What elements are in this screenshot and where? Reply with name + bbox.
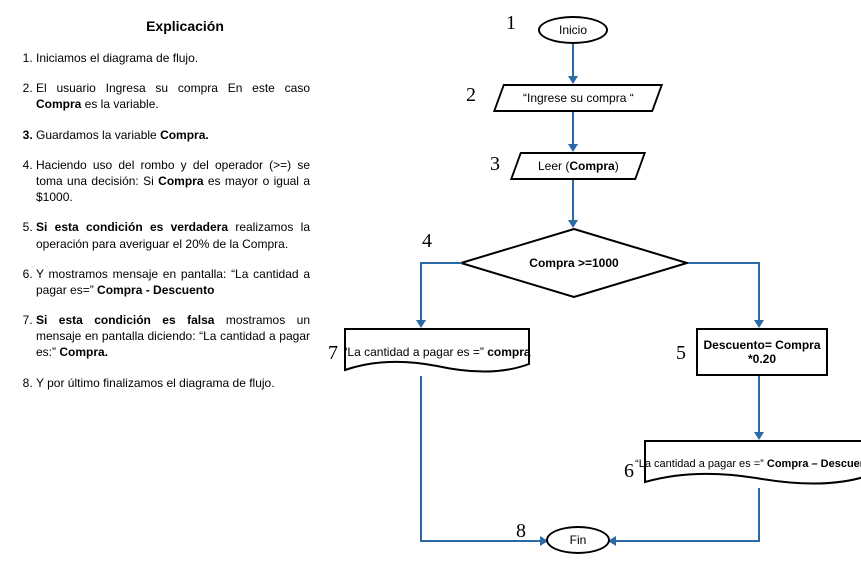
- node-process: Descuento= Compra*0.20: [696, 328, 828, 376]
- explanation-title: Explicación: [60, 18, 310, 34]
- node-decision: Compra >=1000: [460, 228, 688, 298]
- explanation-item-7: Si esta condición es falsa mostramos un …: [36, 312, 310, 361]
- node-display-6: “La cantidad a pagar es =” Compra – Desc…: [644, 440, 861, 488]
- node-end: Fin: [546, 526, 610, 554]
- edge-4-5-v: [758, 262, 760, 320]
- explanation-item-2: El usuario Ingresa su compra En este cas…: [36, 80, 310, 112]
- explanation-item-8: Y por último finalizamos el diagrama de …: [36, 375, 310, 391]
- explanation-item-5: Si esta condición es verdadera realizamo…: [36, 219, 310, 251]
- edge-6-8-v: [758, 488, 760, 540]
- node-read: Leer (Compra): [510, 152, 646, 180]
- edge-5-6: [758, 376, 760, 432]
- node-display-6-label: “La cantidad a pagar es =” Compra – Desc…: [627, 458, 861, 470]
- node-read-label: Leer (Compra): [538, 159, 619, 173]
- edge-3-4: [572, 180, 574, 220]
- step-num-2: 2: [466, 84, 476, 107]
- explanation-panel: Explicación Iniciamos el diagrama de flu…: [10, 10, 320, 578]
- edge-4-5-head: [754, 320, 764, 328]
- step-num-3: 3: [490, 153, 500, 176]
- node-decision-label: Compra >=1000: [529, 256, 618, 270]
- edge-1-2: [572, 44, 574, 76]
- step-num-1: 1: [506, 12, 516, 35]
- edge-3-4-head: [568, 220, 578, 228]
- edge-7-8-v: [420, 376, 422, 540]
- edge-2-3-head: [568, 144, 578, 152]
- node-display-7: “La cantidad a pagar es =” compra: [344, 328, 530, 376]
- edge-5-6-head: [754, 432, 764, 440]
- explanation-item-6: Y mostramos mensaje en pantalla: “La can…: [36, 266, 310, 298]
- node-end-label: Fin: [570, 533, 587, 547]
- edge-6-8-h: [616, 540, 760, 542]
- explanation-list: Iniciamos el diagrama de flujo. El usuari…: [10, 50, 310, 391]
- node-start: Inicio: [538, 16, 608, 44]
- explanation-item-4: Haciendo uso del rombo y del operador (>…: [36, 157, 310, 206]
- node-process-label: Descuento= Compra*0.20: [703, 338, 820, 366]
- edge-4-7-h: [420, 262, 462, 264]
- edge-4-5-h: [688, 262, 760, 264]
- edge-1-2-head: [568, 76, 578, 84]
- step-num-5: 5: [676, 342, 686, 365]
- edge-4-7-v: [420, 262, 422, 320]
- explanation-item-3: Guardamos la variable Compra.: [36, 127, 310, 143]
- step-num-4: 4: [422, 230, 432, 253]
- node-input: “Ingrese su compra “: [493, 84, 663, 112]
- edge-7-8-h: [420, 540, 540, 542]
- node-display-7-label: “La cantidad a pagar es =” compra: [335, 345, 538, 359]
- flowchart-panel: 1 2 3 4 5 6 7 8 Inicio “Ingrese su compr…: [320, 10, 851, 578]
- edge-2-3: [572, 112, 574, 144]
- node-start-label: Inicio: [559, 23, 587, 37]
- node-input-label: “Ingrese su compra “: [523, 91, 634, 105]
- explanation-item-1: Iniciamos el diagrama de flujo.: [36, 50, 310, 66]
- edge-4-7-head: [416, 320, 426, 328]
